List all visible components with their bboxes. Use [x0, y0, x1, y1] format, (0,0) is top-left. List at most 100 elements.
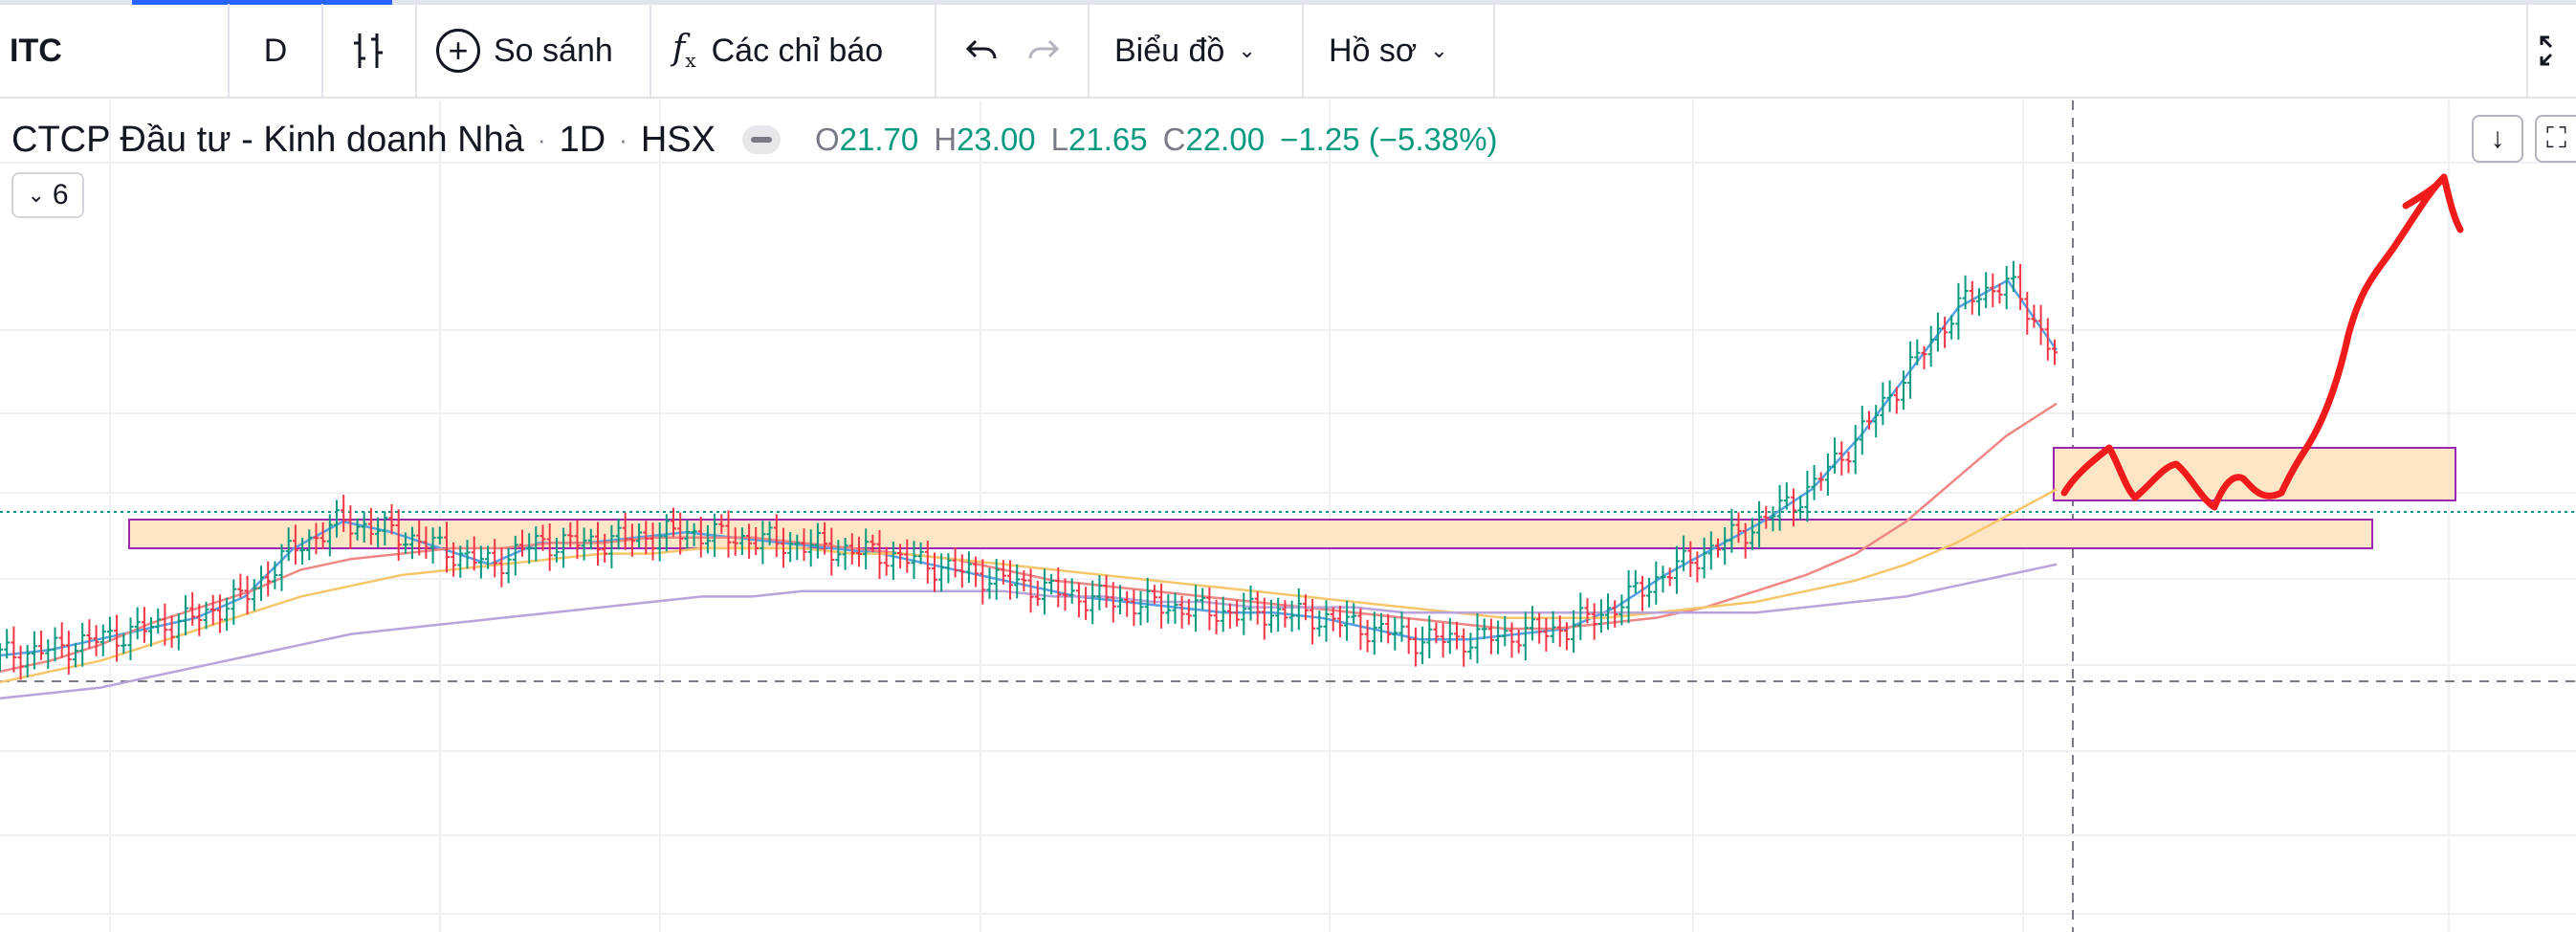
ohlc-bar [505, 547, 512, 584]
ohlc-bar [1371, 611, 1377, 655]
ohlc-bar [1591, 603, 1597, 640]
layout-button[interactable]: Hồ sơ ⌄ [1304, 4, 1495, 98]
ohlc-bar [1859, 406, 1865, 455]
ohlc-bar [712, 513, 718, 557]
ohlc-bar [2010, 260, 2016, 293]
symbol-legend: CTCP Đầu tư - Kinh doanh Nhà · 1D · HSX … [11, 113, 1498, 166]
ohlc-bar [326, 514, 333, 557]
ohlc-bar [863, 528, 870, 569]
ohlc-bar [141, 607, 147, 643]
ohlc-bar [587, 528, 594, 550]
ohlc-bar [732, 527, 738, 556]
ohlc-bar [636, 523, 643, 548]
ohlc-bar [1543, 617, 1550, 652]
ohlc-bar [265, 561, 272, 597]
ohlc-bar [402, 532, 408, 554]
ohlc-bar [1193, 585, 1199, 632]
ohlc-bar [1323, 600, 1330, 642]
ohlc-bar [1515, 629, 1522, 654]
redo-icon[interactable] [1024, 33, 1063, 68]
ohlc-bar [581, 527, 587, 561]
chart-grid [0, 100, 2576, 932]
ohlc-bar [313, 522, 319, 555]
ohlc-bar [1234, 600, 1241, 627]
indicators-collapse-button[interactable]: ⌄ 6 [11, 172, 84, 218]
ohlc-bar [848, 533, 855, 565]
ohlc-bar [2024, 292, 2031, 335]
hand-drawn-projection-arrow[interactable] [2060, 173, 2464, 511]
price-chart[interactable] [0, 100, 2576, 932]
ohlc-bar [341, 495, 347, 532]
ohlc-bar [196, 604, 203, 636]
symbol-search-button[interactable]: ITC [0, 4, 230, 98]
undo-icon[interactable] [962, 33, 1001, 68]
ohlc-bar [237, 573, 244, 598]
fx-icon: fx [672, 29, 696, 73]
ohlc-bar [965, 551, 972, 583]
ohlc-bar [485, 545, 492, 569]
chart-type-button[interactable]: Biểu đồ ⌄ [1090, 4, 1304, 98]
ohlc-bar [1021, 570, 1027, 591]
market-status-icon[interactable] [741, 125, 781, 154]
ohlc-bar [1797, 495, 1804, 520]
ohlc-bar [464, 540, 471, 569]
indicators-button[interactable]: fx Các chỉ báo [651, 4, 936, 98]
ohlc-bar [1282, 600, 1288, 628]
ohlc-bar [1268, 599, 1274, 633]
high-label: H [934, 122, 958, 157]
ohlc-bar [1571, 610, 1577, 654]
ohlc-bar [1618, 594, 1625, 626]
ohlc-bar [924, 541, 931, 584]
low-value: 21.65 [1068, 122, 1148, 157]
ohlc-bar [911, 541, 917, 579]
ohlc-bar [1165, 594, 1172, 624]
ohlc-bar [822, 521, 828, 555]
moving-average-line-1 [0, 278, 2059, 657]
ohlc-bar [1694, 551, 1701, 583]
ohlc-bar [121, 633, 127, 655]
fullscreen-button[interactable] [2528, 4, 2576, 98]
ohlc-bar [1440, 623, 1446, 658]
legend-interval: 1D [559, 119, 606, 160]
ohlc-bar [73, 642, 78, 668]
ohlc-bar [1206, 587, 1213, 631]
ohlc-bar [602, 533, 608, 563]
ohlc-bar [595, 521, 601, 566]
interval-button[interactable]: D [230, 4, 323, 98]
ohlc-bar [1866, 411, 1872, 430]
ohlc-bar [216, 594, 223, 633]
ohlc-bar [938, 553, 945, 592]
bar-style-icon [354, 33, 383, 68]
ohlc-bar [1584, 598, 1591, 624]
chevron-down-icon: ⌄ [1238, 38, 1256, 62]
ohlc-bar [278, 544, 285, 591]
support-zone-rectangle[interactable] [128, 519, 2373, 549]
price-change: −1.25 (−5.38%) [1280, 122, 1498, 157]
ohlc-bar [1962, 275, 1969, 309]
ohlc-bar [1660, 566, 1666, 593]
ohlc-bar [945, 553, 952, 584]
ohlc-bar [1681, 535, 1687, 571]
ohlc-bar [1632, 569, 1639, 593]
ohlc-bar [31, 631, 37, 670]
toolbar-spacer [1495, 4, 2528, 98]
scroll-to-latest-button[interactable]: ↓ [2472, 115, 2523, 163]
ohlc-bar [451, 542, 457, 577]
ohlc-bar [650, 522, 656, 561]
screenshot-button[interactable]: ⛶ [2535, 115, 2576, 163]
ohlc-bar [828, 527, 835, 576]
ohlc-bar [1687, 541, 1694, 577]
ohlc-bar [1220, 596, 1226, 632]
close-label: C [1162, 122, 1186, 157]
ohlc-bar [58, 622, 65, 658]
ohlc-bar [1151, 585, 1157, 605]
ohlc-bar [766, 521, 773, 545]
ohlc-bar [1075, 582, 1082, 618]
ohlc-bar [671, 507, 676, 537]
ohlc-bars [0, 260, 2058, 680]
ohlc-bar [1247, 585, 1254, 621]
ohlc-bar [1969, 280, 1975, 315]
bar-style-button[interactable] [323, 4, 417, 98]
ohlc-bar [677, 512, 684, 555]
compare-button[interactable]: + So sánh [417, 4, 651, 98]
